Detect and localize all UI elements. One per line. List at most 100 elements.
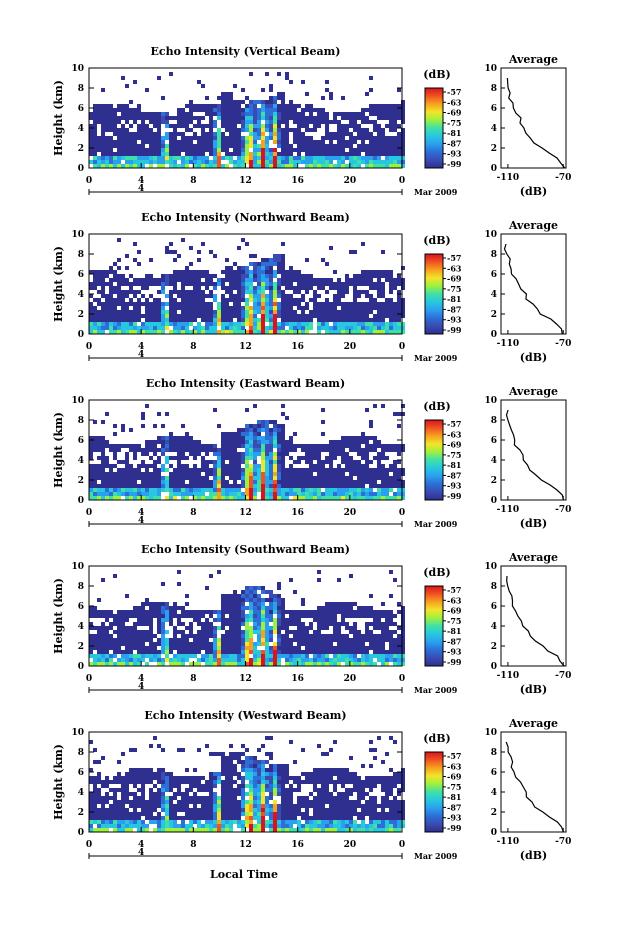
- heatmap-cell: [357, 606, 361, 610]
- heatmap-cell: [397, 104, 401, 108]
- heatmap-cell: [145, 768, 149, 772]
- heatmap-cell: [361, 448, 365, 452]
- heatmap-cell: [357, 638, 361, 642]
- heatmap-cell: [365, 654, 369, 658]
- heatmap-cell: [109, 136, 113, 140]
- heatmap-cell: [325, 144, 329, 148]
- heatmap-cell: [277, 326, 281, 330]
- heatmap-cell: [173, 278, 177, 282]
- heatmap-cell: [117, 152, 121, 156]
- x-tick-label: 0: [399, 342, 405, 352]
- heatmap-cell: [325, 492, 329, 496]
- heatmap-cell: [269, 476, 273, 480]
- heatmap-cell: [161, 476, 165, 480]
- heatmap-cell: [105, 156, 109, 160]
- heatmap-cell: [269, 270, 273, 274]
- heatmap-cell: [249, 156, 253, 160]
- heatmap-cell: [349, 436, 353, 440]
- heatmap-cell: [249, 124, 253, 128]
- average-y-tick-label: 0: [491, 330, 497, 340]
- heatmap-cell: [113, 820, 117, 824]
- heatmap-cell: [165, 476, 169, 480]
- heatmap-cell: [141, 792, 145, 796]
- heatmap-cell: [245, 322, 249, 326]
- heatmap-cell: [317, 460, 321, 464]
- heatmap-cell: [345, 152, 349, 156]
- heatmap-cell: [93, 788, 97, 792]
- heatmap-cell: [129, 638, 133, 642]
- heatmap-cell: [133, 658, 137, 662]
- heatmap-cell: [341, 480, 345, 484]
- heatmap-cell: [269, 116, 273, 120]
- heatmap-cell: [261, 330, 265, 334]
- heatmap-cell: [173, 602, 177, 606]
- heatmap-cell: [113, 306, 117, 310]
- heatmap-cell: [117, 104, 121, 108]
- heatmap-cell: [161, 140, 165, 144]
- heatmap-cell: [93, 492, 97, 496]
- heatmap-cell: [265, 428, 269, 432]
- heatmap-cell: [337, 124, 341, 128]
- heatmap-cell: [301, 314, 305, 318]
- heatmap-cell: [209, 492, 213, 496]
- heatmap-cell: [233, 626, 237, 630]
- heatmap-cell: [325, 160, 329, 164]
- heatmap-cell: [101, 286, 105, 290]
- heatmap-cell: [365, 148, 369, 152]
- heatmap-cell: [341, 144, 345, 148]
- heatmap-cell: [325, 468, 329, 472]
- heatmap-cell: [105, 310, 109, 314]
- heatmap-cell: [317, 606, 321, 610]
- colorbar-tick-label: -87: [447, 138, 461, 148]
- heatmap-cell: [93, 634, 97, 638]
- heatmap-cell: [325, 496, 329, 500]
- heatmap-cell: [373, 650, 377, 654]
- heatmap-cell: [145, 278, 149, 282]
- heatmap-cell: [345, 128, 349, 132]
- heatmap-cell: [245, 622, 249, 626]
- heatmap-cell: [301, 108, 305, 112]
- heatmap-cell: [117, 496, 121, 500]
- heatmap-cell: [181, 148, 185, 152]
- heatmap-cell: [161, 484, 165, 488]
- heatmap-cell: [233, 492, 237, 496]
- heatmap-cell: [345, 488, 349, 492]
- heatmap-cell: [265, 496, 269, 500]
- heatmap-cell: [181, 156, 185, 160]
- heatmap-cell: [361, 290, 365, 294]
- heatmap-cell: [365, 650, 369, 654]
- heatmap-cell: [245, 464, 249, 468]
- heatmap-cell: [125, 152, 129, 156]
- heatmap-cell: [293, 314, 297, 318]
- heatmap-cell: [237, 638, 241, 642]
- heatmap-cell: [221, 488, 225, 492]
- heatmap-cell: [329, 468, 333, 472]
- heatmap-cell: [145, 302, 149, 306]
- heatmap-cell: [125, 132, 129, 136]
- heatmap-cell: [389, 654, 393, 658]
- heatmap-cell: [189, 100, 193, 104]
- heatmap-cell: [213, 298, 217, 302]
- heatmap-cell: [385, 626, 389, 630]
- heatmap-cell: [305, 108, 309, 112]
- heatmap-cell: [281, 282, 285, 286]
- heatmap-cell: [325, 128, 329, 132]
- heatmap-cell: [401, 136, 405, 140]
- heatmap-cell: [209, 460, 213, 464]
- heatmap-cell: [277, 650, 281, 654]
- heatmap-cell: [97, 314, 101, 318]
- heatmap-cell: [277, 642, 281, 646]
- heatmap-cell: [257, 160, 261, 164]
- heatmap-cell: [381, 286, 385, 290]
- heatmap-cell: [393, 622, 397, 626]
- heatmap-cell: [213, 444, 217, 448]
- heatmap-cell: [393, 444, 397, 448]
- heatmap-cell: [105, 824, 109, 828]
- heatmap-cell: [117, 776, 121, 780]
- heatmap-cell: [169, 662, 173, 666]
- heatmap-cell: [309, 274, 313, 278]
- heatmap-cell: [137, 262, 141, 266]
- x-tick-label: 12: [239, 508, 252, 518]
- heatmap-cell: [213, 282, 217, 286]
- heatmap-cell: [281, 262, 285, 266]
